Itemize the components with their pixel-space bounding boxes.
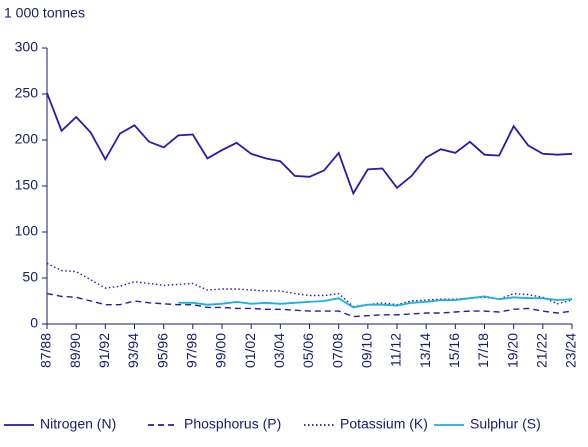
legend-label: Nitrogen (N) — [40, 416, 116, 432]
x-tick-label: 97/98 — [184, 333, 200, 368]
x-tick-label: 93/94 — [125, 333, 141, 368]
x-tick-label: 21/22 — [534, 333, 550, 368]
x-tick-label: 91/92 — [96, 333, 112, 368]
y-tick-label: 50 — [22, 269, 38, 285]
series-line — [46, 92, 573, 196]
x-tick-label: 87/88 — [38, 333, 54, 368]
x-tick-label: 15/16 — [446, 333, 462, 368]
series-line — [46, 262, 573, 308]
x-tick-label: 23/24 — [563, 333, 579, 368]
x-tick-label: 05/06 — [300, 333, 316, 368]
x-tick-label: 11/12 — [388, 333, 404, 367]
legend-label: Sulphur (S) — [470, 416, 541, 432]
y-tick-label: 200 — [15, 131, 39, 147]
x-tick-label: 89/90 — [67, 333, 83, 368]
y-tick-label: 100 — [15, 223, 39, 239]
x-tick-label: 95/96 — [154, 333, 170, 368]
y-tick-label: 250 — [15, 85, 39, 101]
x-tick-label: 19/20 — [504, 333, 520, 368]
legend-label: Phosphorus (P) — [184, 416, 281, 432]
x-tick-label: 99/00 — [213, 333, 229, 368]
x-tick-label: 07/08 — [329, 333, 345, 368]
x-tick-label: 13/14 — [417, 333, 433, 368]
y-axis-label: 1 000 tonnes — [4, 5, 85, 21]
y-tick-label: 150 — [15, 177, 39, 193]
series-line — [178, 295, 573, 309]
y-tick-label: 300 — [15, 39, 39, 55]
x-tick-label: 17/18 — [475, 333, 491, 368]
x-tick-label: 01/02 — [242, 333, 258, 368]
series-line — [46, 292, 573, 318]
x-tick-label: 09/10 — [359, 333, 375, 368]
y-tick-label: 0 — [30, 315, 38, 331]
x-tick-label: 03/04 — [271, 333, 287, 368]
legend-label: Potassium (K) — [340, 416, 428, 432]
